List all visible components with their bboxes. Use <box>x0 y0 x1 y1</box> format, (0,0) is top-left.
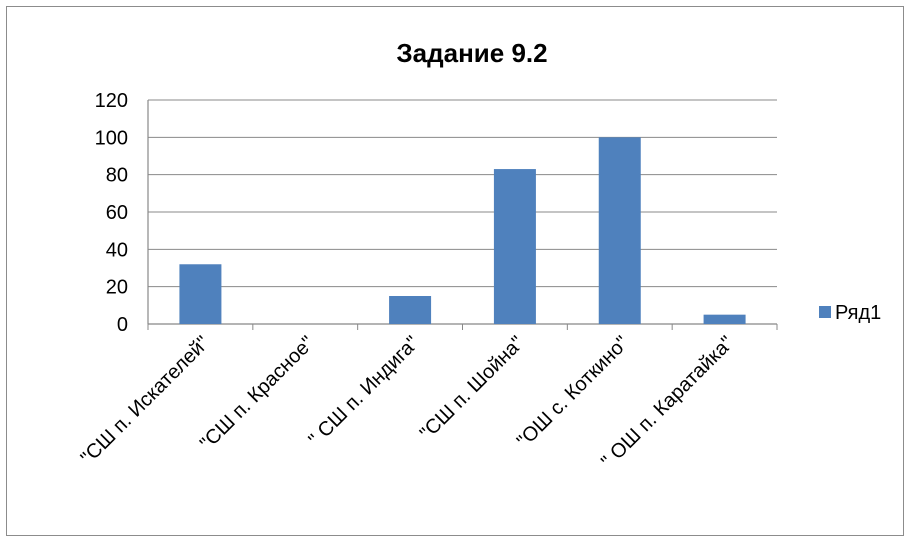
y-tick-label: 20 <box>106 277 128 299</box>
bar <box>598 137 641 324</box>
bar <box>493 169 536 324</box>
y-tick-label: 120 <box>95 90 128 112</box>
y-tick-label: 40 <box>106 239 128 261</box>
x-axis-category-labels: "СШ п. Искателей""СШ п. Красное"" СШ п. … <box>77 332 738 473</box>
x-category-label: "ОШ с. Коткино" <box>513 332 633 452</box>
y-tick-label: 60 <box>106 202 128 224</box>
chart-title: Задание 9.2 <box>396 38 547 68</box>
x-category-label: "СШ п. Шойна" <box>416 332 529 445</box>
y-tick-label: 0 <box>117 314 128 336</box>
x-category-label: "СШ п. Искателей" <box>77 332 214 469</box>
chart-frame <box>6 6 904 536</box>
gridlines <box>147 99 778 330</box>
bars <box>179 137 746 324</box>
legend-label: Ряд1 <box>835 302 881 324</box>
y-tick-label: 100 <box>95 127 128 149</box>
x-category-label: "СШ п. Красное" <box>196 332 319 455</box>
bar <box>179 264 222 324</box>
y-axis-tick-labels: 0 20 40 60 80 100 120 <box>95 90 128 336</box>
y-tick-label: 80 <box>106 165 128 187</box>
legend: Ряд1 <box>819 302 881 324</box>
bar <box>703 314 746 324</box>
bar <box>389 296 432 324</box>
legend-swatch <box>819 306 831 318</box>
x-category-label: " СШ п. Индига" <box>305 332 424 451</box>
